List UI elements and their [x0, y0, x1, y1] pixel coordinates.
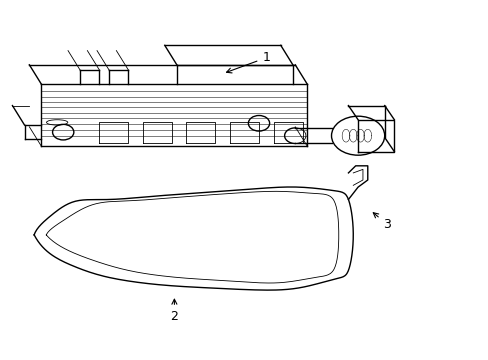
Text: 3: 3: [372, 213, 390, 231]
Text: 2: 2: [170, 299, 178, 323]
Text: 1: 1: [226, 51, 270, 73]
